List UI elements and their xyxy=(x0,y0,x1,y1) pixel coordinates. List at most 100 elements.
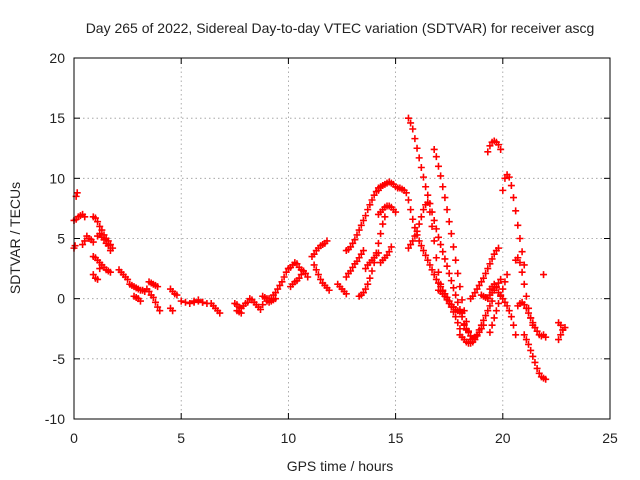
data-point xyxy=(181,298,189,306)
data-point xyxy=(522,292,530,300)
data-point xyxy=(124,275,132,283)
data-point xyxy=(430,271,438,279)
data-point xyxy=(516,259,524,267)
data-point xyxy=(439,248,447,256)
data-point xyxy=(460,307,468,315)
data-point xyxy=(512,207,520,215)
data-point xyxy=(452,313,460,321)
series-arc-ac xyxy=(342,247,367,281)
x-tick-label: 20 xyxy=(495,430,511,446)
data-point xyxy=(488,297,496,305)
data-point xyxy=(518,248,526,256)
data-point xyxy=(527,314,535,322)
data-point xyxy=(495,279,503,287)
data-point xyxy=(458,313,466,321)
data-point xyxy=(449,284,457,292)
data-point xyxy=(353,231,361,239)
data-point xyxy=(503,302,511,310)
series-arc-d xyxy=(89,213,117,252)
data-point xyxy=(462,318,470,326)
data-point xyxy=(452,291,460,299)
data-point xyxy=(359,216,367,224)
series-arc-t xyxy=(246,295,267,313)
data-point xyxy=(535,369,543,377)
data-point xyxy=(274,285,282,293)
y-tick-label: 0 xyxy=(57,291,65,307)
data-point xyxy=(295,274,303,282)
data-point xyxy=(387,243,395,251)
data-point xyxy=(355,226,363,234)
data-point xyxy=(407,206,415,214)
data-point xyxy=(501,174,509,182)
data-point xyxy=(96,222,104,230)
series-arc-w xyxy=(284,259,312,281)
data-point xyxy=(482,269,490,277)
x-axis-ticks: 0 5 10 15 20 25 xyxy=(70,58,618,446)
data-point xyxy=(259,301,267,309)
data-point xyxy=(362,265,370,273)
series-arc-ab xyxy=(334,280,350,298)
data-point xyxy=(531,324,539,332)
data-point xyxy=(475,326,483,334)
y-axis-label: SDTVAR / TECUs xyxy=(7,182,23,294)
data-point xyxy=(368,267,376,275)
data-point xyxy=(299,267,307,275)
data-point xyxy=(424,191,432,199)
data-point xyxy=(173,291,181,299)
data-point xyxy=(216,309,224,317)
data-point xyxy=(106,268,114,276)
data-point xyxy=(507,313,515,321)
data-point xyxy=(383,251,391,259)
data-point xyxy=(91,214,99,222)
data-point xyxy=(415,237,423,245)
data-point xyxy=(437,172,445,180)
data-point xyxy=(377,230,385,238)
data-point xyxy=(443,262,451,270)
data-point xyxy=(445,218,453,226)
data-point xyxy=(432,225,440,233)
data-point xyxy=(514,221,522,229)
data-point xyxy=(366,201,374,209)
data-point xyxy=(310,250,318,258)
data-point xyxy=(480,274,488,282)
data-point xyxy=(73,189,81,197)
data-point xyxy=(314,271,322,279)
data-point xyxy=(469,292,477,300)
data-point xyxy=(407,119,415,127)
data-point xyxy=(96,230,104,238)
data-point xyxy=(475,281,483,289)
series-arc-at xyxy=(486,280,520,339)
data-point xyxy=(434,162,442,170)
x-tick-label: 25 xyxy=(602,430,618,446)
series-arc-a xyxy=(70,210,89,224)
y-tick-label: -5 xyxy=(53,351,66,367)
x-tick-label: 10 xyxy=(281,430,297,446)
data-point xyxy=(89,271,97,279)
data-point xyxy=(413,227,421,235)
grid-lines xyxy=(74,58,610,419)
data-point xyxy=(392,208,400,216)
data-point xyxy=(432,153,440,161)
data-point xyxy=(490,314,498,322)
data-point xyxy=(151,298,159,306)
data-point xyxy=(462,325,470,333)
series-arc-v xyxy=(263,295,280,306)
series-arc-q xyxy=(207,299,224,317)
data-point xyxy=(407,241,415,249)
series-arc-ba xyxy=(540,271,548,279)
data-point xyxy=(499,186,507,194)
series-arc-x xyxy=(287,267,307,291)
data-point xyxy=(449,308,457,316)
data-point xyxy=(533,364,541,372)
data-point xyxy=(81,213,89,221)
data-point xyxy=(276,281,284,289)
data-point xyxy=(434,268,442,276)
x-tick-label: 15 xyxy=(388,430,404,446)
data-point xyxy=(349,263,357,271)
data-point xyxy=(278,278,286,286)
data-point xyxy=(357,221,365,229)
data-point xyxy=(411,224,419,232)
data-point xyxy=(81,237,89,245)
series-arc-ay xyxy=(520,331,550,383)
